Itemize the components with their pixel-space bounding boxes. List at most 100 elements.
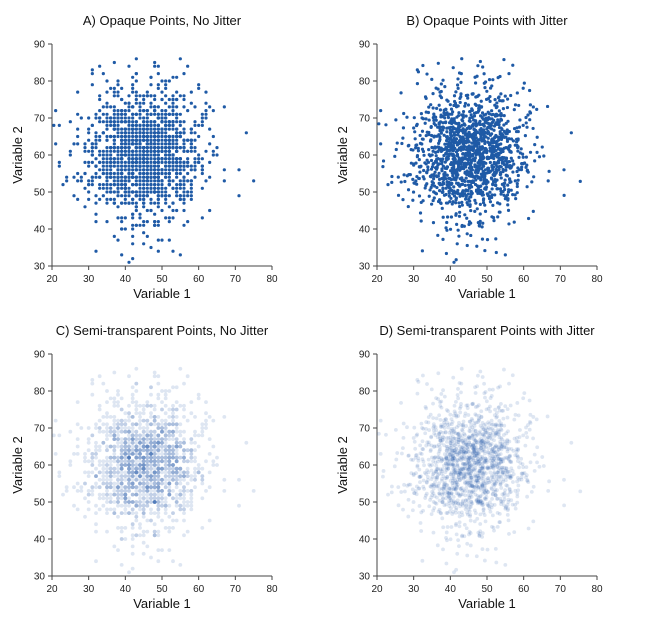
scatter-point	[90, 123, 94, 127]
scatter-point	[152, 455, 157, 460]
scatter-point	[511, 159, 515, 163]
scatter-point	[495, 169, 499, 173]
scatter-point	[439, 114, 443, 119]
scatter-point	[455, 242, 459, 246]
scatter-point	[123, 138, 127, 142]
scatter-point	[141, 477, 146, 482]
scatter-point	[149, 455, 153, 460]
scatter-point	[149, 474, 153, 478]
scatter-point	[108, 481, 113, 486]
scatter-point	[152, 448, 157, 453]
scatter-point	[134, 175, 138, 179]
scatter-point	[465, 243, 469, 248]
scatter-point	[130, 507, 135, 512]
scatter-point	[141, 455, 146, 460]
scatter-point	[61, 492, 65, 497]
scatter-point	[163, 437, 168, 441]
scatter-point	[138, 190, 142, 194]
scatter-point	[141, 463, 146, 467]
scatter-point	[83, 455, 87, 460]
scatter-point	[141, 466, 146, 471]
scatter-point	[127, 164, 131, 168]
scatter-point	[97, 485, 102, 490]
scatter-point	[490, 215, 494, 219]
scatter-point	[467, 125, 471, 130]
scatter-point	[156, 485, 161, 490]
scatter-point	[105, 160, 109, 164]
scatter-point	[160, 127, 164, 131]
scatter-point	[153, 160, 157, 164]
scatter-point	[145, 186, 149, 190]
scatter-point	[466, 203, 470, 207]
scatter-point	[61, 183, 65, 187]
scatter-point	[156, 470, 161, 475]
scatter-point	[160, 440, 164, 445]
scatter-point	[127, 463, 131, 467]
scatter-point	[119, 526, 124, 530]
scatter-point	[119, 466, 124, 471]
scatter-point	[171, 470, 175, 475]
y-tick-label: 30	[359, 262, 371, 273]
scatter-point	[171, 134, 175, 139]
scatter-point	[490, 144, 495, 148]
scatter-point	[108, 444, 113, 449]
scatter-point	[145, 194, 149, 198]
scatter-point	[97, 429, 102, 434]
scatter-point	[163, 463, 168, 467]
scatter-point	[119, 470, 124, 475]
scatter-point	[116, 83, 120, 87]
scatter-point	[138, 526, 142, 530]
scatter-point	[182, 507, 186, 512]
scatter-point	[116, 489, 120, 493]
scatter-point	[160, 459, 164, 464]
scatter-point	[189, 164, 193, 168]
scatter-point	[475, 207, 479, 211]
scatter-point	[134, 131, 138, 135]
scatter-point	[178, 563, 183, 567]
scatter-point	[156, 466, 161, 471]
scatter-point	[525, 163, 529, 167]
scatter-point	[156, 415, 161, 419]
scatter-point	[514, 197, 518, 201]
scatter-point	[152, 492, 157, 497]
scatter-point	[105, 389, 109, 393]
scatter-point	[138, 179, 142, 183]
scatter-point	[171, 407, 175, 412]
scatter-point	[476, 110, 480, 114]
scatter-point	[141, 485, 146, 490]
scatter-point	[87, 138, 91, 142]
scatter-point	[127, 485, 131, 490]
scatter-point	[149, 477, 153, 482]
scatter-point	[145, 168, 149, 172]
scatter-point	[112, 511, 117, 515]
x-tick-label: 60	[518, 584, 530, 595]
scatter-point	[163, 466, 168, 471]
scatter-point	[200, 186, 204, 190]
scatter-point	[167, 123, 171, 127]
scatter-point	[134, 503, 139, 508]
scatter-point	[432, 196, 436, 200]
scatter-point	[120, 253, 124, 257]
scatter-point	[156, 183, 160, 187]
scatter-point	[182, 474, 186, 478]
scatter-point	[175, 168, 179, 172]
x-tick-label: 30	[408, 274, 420, 285]
scatter-point	[167, 407, 172, 412]
scatter-point	[160, 429, 164, 434]
scatter-point	[436, 61, 440, 65]
scatter-point	[502, 367, 506, 372]
scatter-point	[156, 448, 161, 453]
scatter-point	[108, 496, 113, 501]
scatter-point	[98, 168, 102, 172]
scatter-point	[186, 64, 190, 68]
scatter-point	[448, 136, 452, 141]
scatter-point	[152, 485, 157, 490]
scatter-point	[156, 548, 161, 552]
scatter-point	[141, 448, 146, 453]
scatter-point	[87, 127, 91, 131]
scatter-point	[490, 84, 494, 88]
scatter-point	[182, 477, 186, 482]
scatter-point	[491, 154, 495, 158]
scatter-point	[145, 157, 149, 161]
scatter-point	[138, 440, 142, 445]
